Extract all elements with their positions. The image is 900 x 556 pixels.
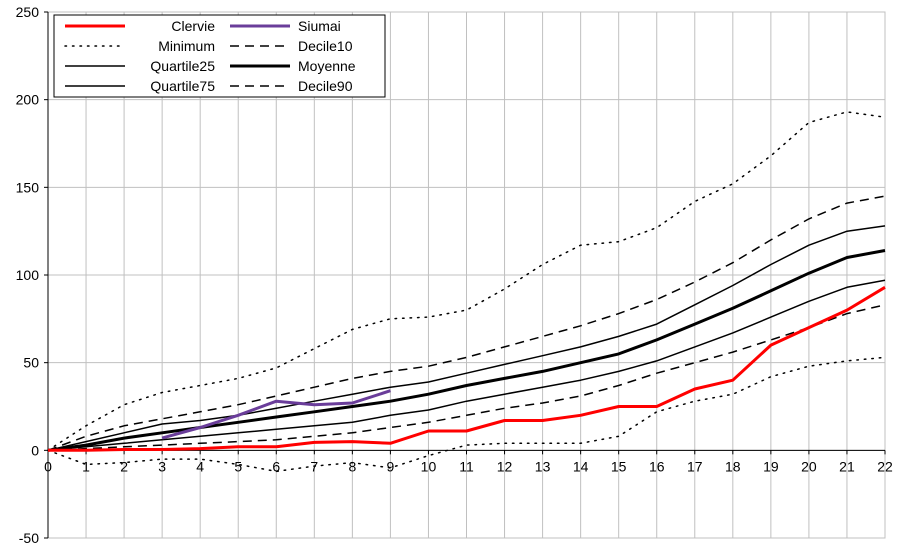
x-tick-label: 15 (611, 458, 627, 474)
legend-label-clervie: Clervie (171, 18, 215, 34)
x-tick-label: 22 (877, 458, 893, 474)
x-tick-label: 10 (421, 458, 437, 474)
y-axis-ticks: 250 200 150 100 50 0 -50 (16, 4, 48, 546)
series-line-quartile25 (47, 279, 886, 452)
x-tick-label: 5 (234, 458, 242, 474)
x-tick-label: 9 (387, 458, 395, 474)
y-tick-label: 250 (16, 4, 40, 20)
chart-series (47, 111, 886, 473)
y-tick-label: 0 (31, 442, 39, 458)
x-tick-label: 1 (82, 458, 90, 474)
legend-label-minimum: Minimum (158, 38, 215, 54)
x-tick-label: 6 (272, 458, 280, 474)
y-tick-label: 150 (16, 179, 40, 195)
x-tick-label: 16 (649, 458, 665, 474)
legend-label-decile10: Decile10 (298, 38, 353, 54)
x-tick-label: 13 (535, 458, 551, 474)
x-tick-label: 17 (687, 458, 703, 474)
series-line-minimum (47, 356, 886, 473)
y-tick-label: 50 (23, 355, 39, 371)
legend-label-siumai: Siumai (298, 18, 341, 34)
x-tick-label: 20 (801, 458, 817, 474)
x-tick-label: 4 (196, 458, 204, 474)
x-tick-label: 14 (573, 458, 589, 474)
x-tick-label: 2 (120, 458, 128, 474)
legend-label-quartile75: Quartile75 (150, 78, 215, 94)
series-line-clervie (48, 286, 886, 452)
y-tick-label: 200 (16, 92, 40, 108)
x-tick-label: 18 (725, 458, 741, 474)
series-line-moyenne (47, 249, 886, 452)
y-tick-label: 100 (16, 267, 40, 283)
series-line-quartile75 (47, 225, 886, 452)
legend-label-moyenne: Moyenne (298, 58, 356, 74)
x-tick-label: 0 (44, 458, 52, 474)
x-tick-label: 21 (839, 458, 855, 474)
chart-legend: Clervie Siumai Minimum Decile10 Quartile25 Mo… (53, 14, 386, 98)
legend-box (53, 14, 386, 98)
legend-label-decile90: Decile90 (298, 78, 353, 94)
series-line-siumai (161, 389, 391, 440)
series-line-decile10 (47, 304, 886, 452)
x-tick-label: 19 (763, 458, 779, 474)
legend-label-quartile25: Quartile25 (150, 58, 215, 74)
x-tick-label: 8 (348, 458, 356, 474)
x-tick-label: 12 (497, 458, 513, 474)
x-tick-label: 3 (158, 458, 166, 474)
x-axis-ticks: 0 1 2 3 4 5 6 7 8 9 10 11 12 13 14 15 16 17 18 19 20 21 22 (44, 450, 893, 474)
y-tick-label: -50 (19, 530, 39, 546)
x-tick-label: 11 (459, 458, 474, 474)
series-line-decile90 (47, 195, 886, 452)
